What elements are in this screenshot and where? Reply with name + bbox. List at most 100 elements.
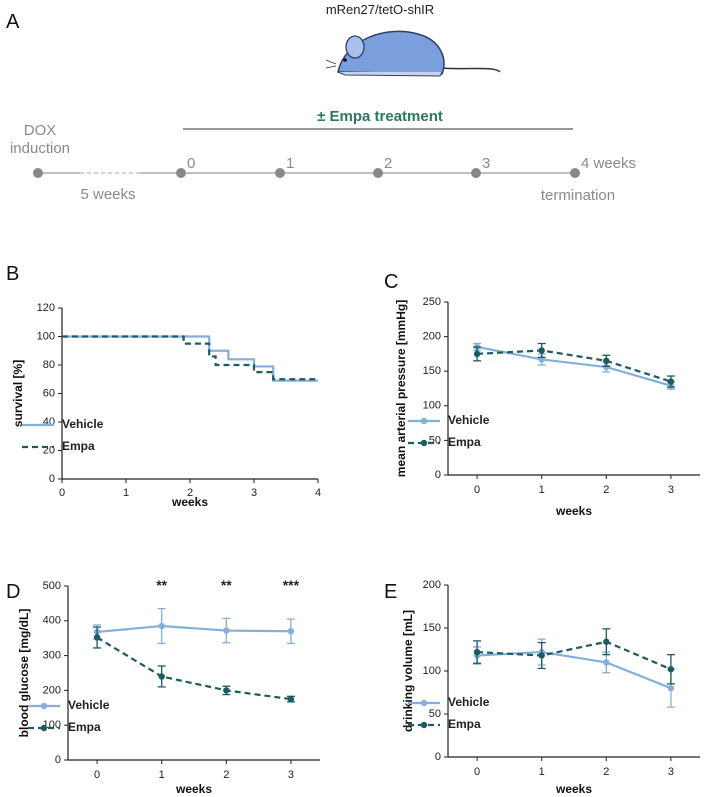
significance: ** [156,577,167,593]
legend-label: Vehicle [68,698,110,712]
y-tick-label: 80 [43,359,55,371]
point [223,627,230,634]
timepoint-label: 1 [286,155,294,172]
point [603,363,610,371]
y-tick-label: 200 [43,684,61,696]
y-tick-label: 0 [435,469,441,481]
series-line [96,636,292,701]
legend-marker [420,699,428,707]
legend-label: Vehicle [448,695,490,709]
y-tick-label: 100 [423,665,441,677]
dox-label: DOX [24,122,57,139]
legend-label: Empa [448,435,481,449]
timepoint-label: 0 [187,155,195,172]
x-tick-label: 0 [474,484,480,496]
x-tick-label: 2 [603,484,609,496]
x-axis-label: weeks [171,495,208,509]
series-line [477,650,672,690]
x-axis-label: weeks [175,782,212,796]
y-tick-label: 0 [49,473,55,485]
panel-label: D [6,581,20,603]
point [287,628,295,635]
legend-marker [420,439,428,447]
y-tick-label: 0 [55,754,61,766]
y-tick-label: 150 [423,365,441,377]
legend-marker [420,417,428,425]
point [538,347,545,354]
point [603,357,610,365]
legend-label: Empa [448,717,481,731]
x-tick-label: 1 [159,769,165,781]
x-tick-label: 2 [187,487,193,499]
legend-label: Vehicle [448,413,490,427]
y-tick-label: 150 [423,622,441,634]
timepoint-label: 3 [482,155,490,172]
series-line [62,335,318,381]
y-tick-label: 50 [429,434,441,446]
y-tick-label: 400 [43,615,61,627]
point [93,634,101,641]
x-tick-label: 0 [94,769,100,781]
x-axis-label: weeks [555,504,592,518]
significance: ** [221,577,232,593]
timepoint-label: 4 weeks [581,155,636,172]
end-label: termination [541,187,615,204]
point [603,659,610,666]
x-tick-label: 3 [668,484,674,496]
x-tick-label: 1 [539,766,545,778]
y-tick-label: 0 [435,751,441,763]
y-tick-label: 50 [429,708,441,720]
timeline-dots [33,168,580,178]
series-line [477,640,672,671]
y-axis-label: survival [%] [11,360,25,427]
legend-label: Vehicle [62,417,104,431]
timepoint-label: 2 [384,155,392,172]
period-label: 5 weeks [80,186,135,203]
y-axis-label: mean arterial pressure [mmHg] [394,300,408,477]
x-tick-label: 3 [288,769,294,781]
y-tick-label: 100 [43,719,61,731]
point [667,378,675,385]
x-tick-label: 0 [59,487,65,499]
significance: *** [283,577,300,593]
legend-marker [40,724,48,732]
point [603,638,610,645]
legend-marker [420,721,428,729]
x-tick-label: 1 [539,484,545,496]
y-tick-label: 300 [43,650,61,662]
x-tick-label: 2 [223,769,229,781]
x-tick-label: 3 [668,766,674,778]
point [473,648,481,656]
point [538,652,545,659]
point [158,673,165,680]
y-axis-label: drinking volume [mL] [401,610,415,732]
point [667,685,675,692]
y-tick-label: 200 [423,579,441,591]
x-tick-label: 0 [474,766,480,778]
series-line [96,624,291,634]
y-tick-label: 120 [37,302,55,314]
x-tick-label: 4 [315,487,321,499]
y-tick-label: 250 [423,296,441,308]
y-tick-label: 100 [37,330,55,342]
dox-label: induction [10,140,70,157]
panel-label: A [6,11,20,33]
y-tick-label: 60 [43,387,55,399]
panel-label: C [384,271,398,293]
series-line [476,345,672,387]
mouse-label: mRen27/tetO-shIR [326,2,434,17]
x-tick-label: 1 [123,487,129,499]
y-tick-label: 500 [43,580,61,592]
point [223,687,230,694]
y-tick-label: 100 [423,400,441,412]
panel-label: E [384,581,397,603]
legend-marker [40,702,48,710]
point [158,622,165,630]
point [473,350,481,358]
point [287,695,295,703]
legend-label: Empa [68,720,101,734]
point [667,666,675,673]
series-line [477,349,672,383]
treatment-label: ± Empa treatment [317,108,443,125]
